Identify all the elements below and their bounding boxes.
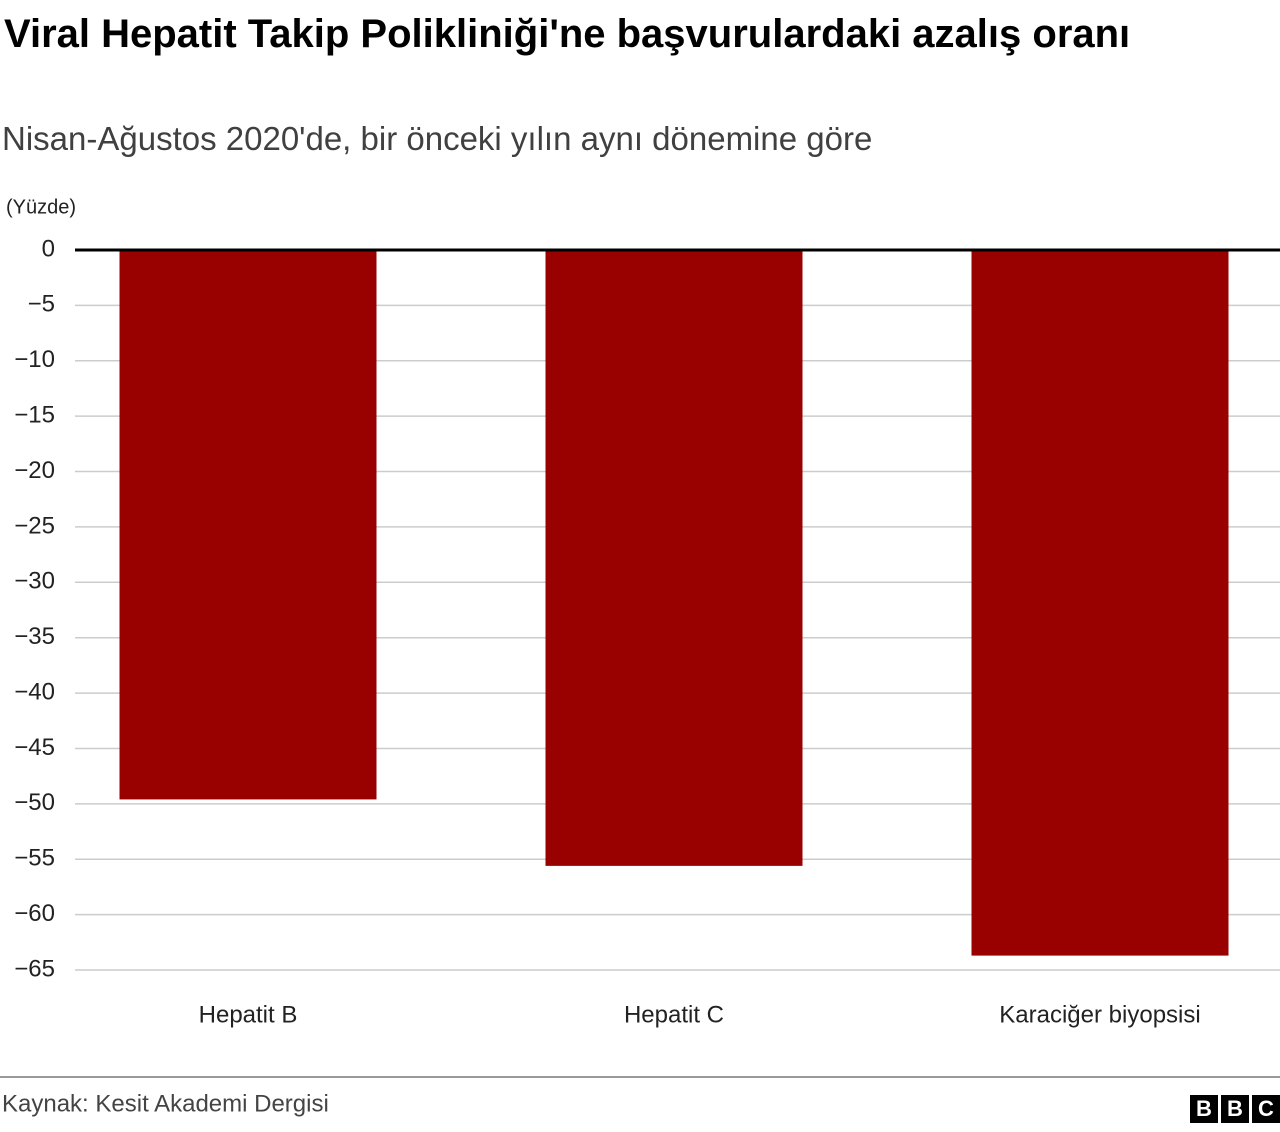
logo-letter: B — [1227, 1096, 1243, 1121]
logo-letter: C — [1258, 1096, 1274, 1121]
y-tick-label: −65 — [14, 955, 55, 982]
y-tick-label: −10 — [14, 346, 55, 373]
y-tick-label: −15 — [14, 401, 55, 428]
logo-block — [1221, 1095, 1249, 1123]
y-tick-label: −40 — [14, 678, 55, 705]
y-tick-label: −25 — [14, 512, 55, 539]
y-axis-label: (Yüzde) — [6, 196, 76, 218]
y-tick-label: −50 — [14, 789, 55, 816]
bar — [971, 250, 1229, 956]
y-tick-label: −30 — [14, 568, 55, 595]
source: Kaynak: Kesit Akademi Dergisi — [2, 1090, 329, 1117]
y-tick-label: −45 — [14, 734, 55, 761]
logo-block — [1252, 1095, 1280, 1123]
y-tick-label: −20 — [14, 457, 55, 484]
x-tick-label: Hepatit B — [199, 1001, 298, 1028]
y-tick-label: −5 — [28, 291, 55, 318]
x-tick-label: Hepatit C — [624, 1001, 724, 1028]
y-tick-label: −55 — [14, 845, 55, 872]
y-tick-label: −35 — [14, 623, 55, 650]
y-tick-label: 0 — [42, 235, 55, 262]
y-tick-label: −60 — [14, 900, 55, 927]
bar — [119, 250, 377, 800]
bar — [545, 250, 803, 866]
chart-subtitle: Nisan-Ağustos 2020'de, bir önceki yılın … — [2, 120, 873, 157]
logo-letter: B — [1196, 1096, 1212, 1121]
x-tick-label: Karaciğer biyopsisi — [999, 1001, 1200, 1028]
logo-block — [1190, 1095, 1218, 1123]
chart-title: Viral Hepatit Takip Polikliniği'ne başvu… — [4, 12, 1131, 56]
